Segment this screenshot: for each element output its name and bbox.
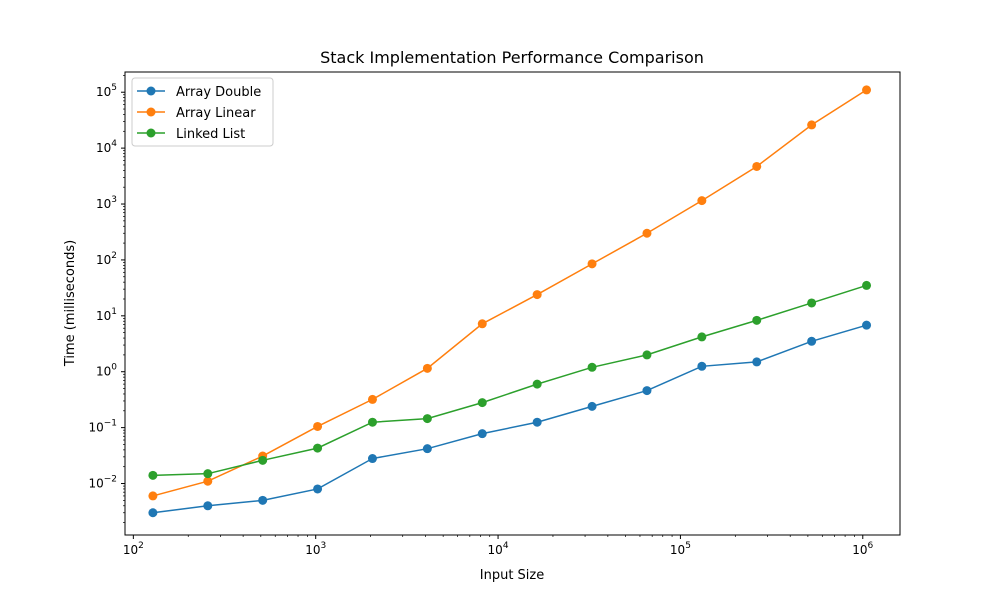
data-point-array-double	[258, 495, 268, 505]
x-tick-label: 106	[852, 541, 873, 557]
legend-marker-array-double	[146, 86, 156, 96]
legend-label: Array Linear	[176, 106, 256, 121]
y-tick-exponent: 3	[111, 195, 117, 205]
data-point-linked-list	[203, 469, 213, 479]
data-point-array-linear	[532, 290, 542, 300]
x-tick-exponent: 2	[138, 541, 144, 551]
x-tick-label: 103	[305, 541, 326, 557]
data-point-array-double	[642, 386, 652, 396]
y-tick-label: 10−2	[88, 475, 117, 491]
data-point-array-double	[532, 417, 542, 427]
y-tick-base: 10	[88, 421, 103, 435]
x-tick-label: 102	[123, 541, 144, 557]
data-point-linked-list	[367, 417, 377, 427]
series-line-array-double	[152, 324, 867, 514]
legend-label: Linked List	[176, 127, 245, 142]
data-point-linked-list	[587, 362, 597, 372]
plot-area	[148, 85, 872, 518]
data-point-linked-list	[752, 315, 762, 325]
y-tick-exponent: 2	[111, 251, 117, 261]
x-tick-base: 10	[670, 543, 685, 557]
y-tick-label: 103	[96, 195, 117, 211]
data-point-array-double	[862, 320, 872, 330]
y-tick-label: 104	[96, 139, 117, 155]
series-line-linked-list	[152, 284, 867, 477]
y-tick-base: 10	[96, 365, 111, 379]
x-tick-base: 10	[305, 543, 320, 557]
series-line-array-linear	[152, 89, 867, 497]
y-tick-exponent: 1	[111, 307, 117, 317]
data-point-linked-list	[862, 280, 872, 290]
data-point-linked-list	[532, 379, 542, 389]
data-point-array-double	[148, 508, 158, 518]
data-point-array-linear	[642, 228, 652, 238]
data-point-array-double	[203, 501, 213, 511]
x-tick-base: 10	[488, 543, 503, 557]
data-point-array-double	[422, 444, 432, 454]
legend-label: Array Double	[176, 85, 261, 100]
data-point-linked-list	[697, 332, 707, 342]
y-tick-exponent: 0	[111, 363, 117, 373]
data-point-linked-list	[642, 350, 652, 360]
y-tick-base: 10	[96, 309, 111, 323]
data-point-array-linear	[422, 363, 432, 373]
data-point-array-linear	[807, 120, 817, 130]
data-point-linked-list	[477, 398, 487, 408]
y-tick-label: 101	[96, 307, 117, 323]
legend-box	[131, 77, 274, 147]
y-tick-base: 10	[96, 197, 111, 211]
legend-marker-array-linear	[146, 107, 156, 117]
y-tick-base: 10	[96, 141, 111, 155]
data-point-array-linear	[367, 394, 377, 404]
y-tick-base: 10	[88, 477, 103, 491]
x-axis-label: Input Size	[480, 568, 544, 583]
x-tick-base: 10	[123, 543, 138, 557]
data-point-linked-list	[258, 455, 268, 465]
data-point-array-double	[477, 429, 487, 439]
data-point-array-double	[313, 484, 323, 494]
data-point-array-linear	[697, 196, 707, 206]
data-point-array-linear	[587, 259, 597, 269]
x-tick-exponent: 6	[868, 541, 874, 551]
x-tick-base: 10	[852, 543, 867, 557]
legend: Array Double Array Linear Linked List	[131, 77, 274, 147]
y-tick-exponent: 5	[111, 83, 117, 93]
y-tick-exponent: −1	[104, 419, 117, 429]
y-tick-label: 100	[96, 363, 117, 379]
data-point-linked-list	[422, 414, 432, 424]
data-point-array-linear	[313, 421, 323, 431]
axes-frame	[124, 71, 901, 536]
data-point-array-linear	[203, 476, 213, 486]
data-point-array-linear	[477, 319, 487, 329]
y-tick-base: 10	[96, 85, 111, 99]
data-point-array-double	[807, 336, 817, 346]
x-tick-exponent: 5	[685, 541, 691, 551]
data-point-linked-list	[148, 470, 158, 480]
x-tick-exponent: 4	[503, 541, 509, 551]
x-tick-label: 105	[670, 541, 691, 557]
data-point-array-linear	[752, 161, 762, 171]
data-point-array-double	[587, 401, 597, 411]
x-tick-exponent: 3	[320, 541, 326, 551]
y-tick-label: 10−1	[88, 419, 117, 435]
data-point-array-double	[752, 357, 762, 367]
y-tick-exponent: −2	[104, 475, 117, 485]
chart-title: Stack Implementation Performance Compari…	[320, 48, 704, 67]
x-axis: 102 103 104 105 106	[123, 535, 874, 557]
x-tick-label: 104	[488, 541, 509, 557]
data-point-linked-list	[313, 443, 323, 453]
data-point-array-double	[697, 361, 707, 371]
data-point-array-linear	[862, 85, 872, 95]
data-point-linked-list	[807, 298, 817, 308]
y-tick-label: 102	[96, 251, 117, 267]
legend-marker-linked-list	[146, 128, 156, 138]
y-tick-exponent: 4	[111, 139, 117, 149]
data-point-array-double	[367, 454, 377, 464]
y-axis-label: Time (milliseconds)	[63, 240, 78, 367]
y-tick-base: 10	[96, 253, 111, 267]
y-tick-label: 105	[96, 83, 117, 99]
data-point-array-linear	[148, 491, 158, 501]
